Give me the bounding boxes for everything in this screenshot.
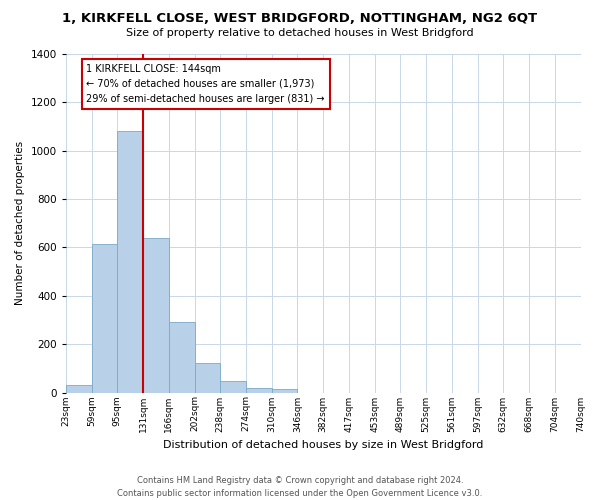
Bar xyxy=(272,389,298,392)
Bar xyxy=(143,238,169,392)
Bar xyxy=(220,381,246,392)
Bar xyxy=(118,132,143,392)
X-axis label: Distribution of detached houses by size in West Bridgford: Distribution of detached houses by size … xyxy=(163,440,484,450)
Bar xyxy=(246,388,272,392)
Bar xyxy=(169,322,194,392)
Text: Contains HM Land Registry data © Crown copyright and database right 2024.
Contai: Contains HM Land Registry data © Crown c… xyxy=(118,476,482,498)
Bar xyxy=(66,386,92,392)
Text: 1 KIRKFELL CLOSE: 144sqm
← 70% of detached houses are smaller (1,973)
29% of sem: 1 KIRKFELL CLOSE: 144sqm ← 70% of detach… xyxy=(86,64,325,104)
Text: Size of property relative to detached houses in West Bridgford: Size of property relative to detached ho… xyxy=(126,28,474,38)
Y-axis label: Number of detached properties: Number of detached properties xyxy=(15,141,25,306)
Bar xyxy=(92,244,118,392)
Text: 1, KIRKFELL CLOSE, WEST BRIDGFORD, NOTTINGHAM, NG2 6QT: 1, KIRKFELL CLOSE, WEST BRIDGFORD, NOTTI… xyxy=(62,12,538,26)
Bar xyxy=(194,364,220,392)
